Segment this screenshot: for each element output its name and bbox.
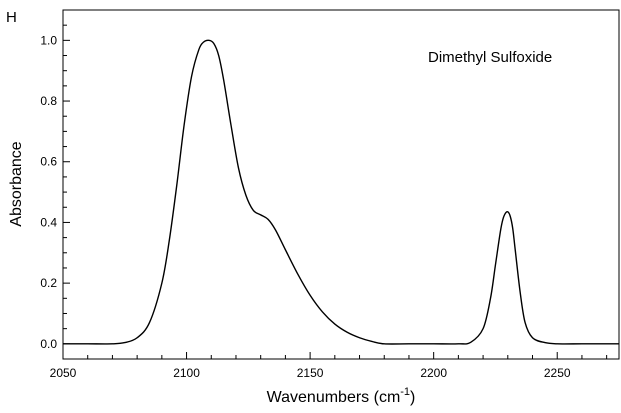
- y-tick-label: 0.0: [40, 337, 57, 351]
- y-tick-label: 0.2: [40, 276, 57, 290]
- y-tick-label: 0.6: [40, 155, 57, 169]
- x-axis-label-close: ): [410, 389, 415, 406]
- x-axis-ticks: 2050 2100 2150 2200 2250: [50, 352, 608, 380]
- x-axis-label-superscript: -1: [400, 386, 410, 398]
- panel-label: H: [6, 9, 17, 26]
- y-axis-ticks: 0.0 0.2 0.4 0.6 0.8 1.0: [40, 9, 70, 360]
- y-tick-label: 0.8: [40, 94, 57, 108]
- chart-annotation: Dimethyl Sulfoxide: [428, 49, 552, 66]
- y-tick-label: 0.4: [40, 215, 57, 229]
- x-tick-label: 2200: [420, 366, 447, 380]
- y-tick-label: 1.0: [40, 33, 57, 47]
- plot-frame: [62, 9, 620, 360]
- x-tick-label: 2050: [50, 366, 77, 380]
- x-axis-label: Wavenumbers (cm-1): [267, 386, 416, 406]
- series-layer: [63, 39, 619, 345]
- x-axis-label-main: Wavenumbers (cm: [267, 389, 401, 406]
- series-line: [63, 39, 619, 345]
- x-tick-label: 2250: [544, 366, 571, 380]
- x-tick-label: 2100: [173, 366, 200, 380]
- x-tick-label: 2150: [297, 366, 324, 380]
- y-axis-label: Absorbance: [8, 141, 25, 226]
